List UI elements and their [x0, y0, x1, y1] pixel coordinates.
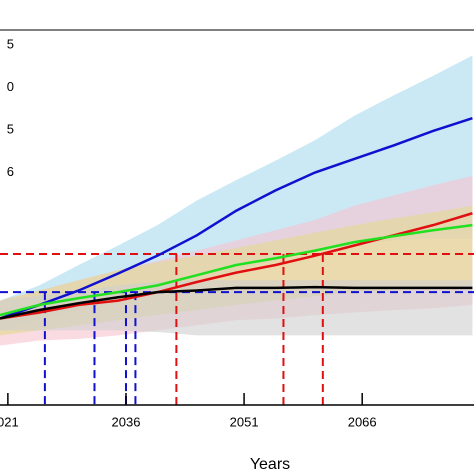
series-line — [0, 117, 473, 320]
x-tick-label: 021 — [0, 414, 19, 429]
y-tick-label: 5 — [7, 122, 14, 137]
y-tick-label: 5 — [7, 37, 14, 52]
x-tick-label: 2036 — [112, 414, 141, 429]
x-axis-title: Years — [250, 456, 290, 473]
series-line — [0, 285, 473, 320]
y-tick-label: 0 — [7, 79, 14, 94]
range-band — [0, 280, 473, 336]
range-band — [0, 55, 473, 331]
x-tick-label: 2066 — [348, 414, 377, 429]
series-line — [0, 223, 473, 317]
y-tick-label: 6 — [7, 164, 14, 179]
x-tick-label: 2051 — [230, 414, 259, 429]
